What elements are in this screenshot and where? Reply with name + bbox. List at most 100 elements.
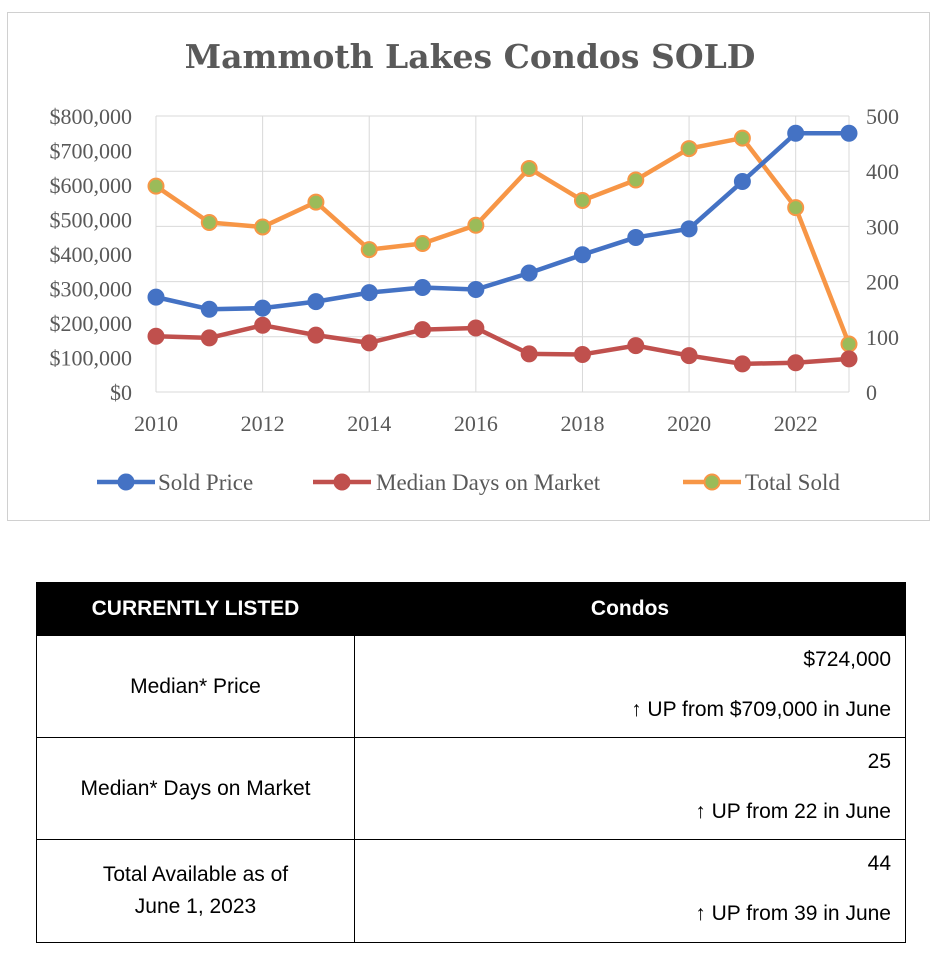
data-point-sold-price (360, 284, 378, 302)
y-right-tick-label: 0 (866, 380, 877, 405)
data-point-median-days-on-market (680, 347, 698, 365)
data-point-sold-price (840, 124, 858, 142)
series-line-median-days-on-market (153, 322, 852, 367)
data-point-median-days-on-market (467, 319, 485, 337)
y-left-tick-label: $600,000 (50, 173, 133, 198)
data-point-median-days-on-market (147, 327, 165, 345)
data-point-sold-price (573, 246, 591, 264)
row-label-line2: June 1, 2023 (134, 895, 257, 918)
y-right-tick-label: 400 (866, 159, 899, 184)
table-row: Median* Days on Market 25 ↑ UP from 22 i… (36, 737, 906, 840)
data-point-total-sold (680, 140, 698, 158)
data-point-total-sold (360, 241, 378, 259)
data-point-median-days-on-market (840, 350, 858, 368)
median-days-value: 25 (867, 750, 891, 773)
data-point-sold-price (467, 281, 485, 299)
data-point-sold-price (787, 124, 805, 142)
row-label: Median* Days on Market (36, 737, 355, 840)
data-point-total-sold (520, 159, 538, 177)
legend-swatch-marker (117, 473, 135, 491)
y-left-tick-label: $200,000 (50, 311, 133, 336)
table-row: Total Available as of June 1, 2023 44 ↑ … (36, 839, 906, 943)
chart-panel: Mammoth Lakes Condos SOLD $0 $100,000 $200… (7, 12, 930, 521)
series-total-sold (147, 129, 858, 353)
data-point-median-days-on-market (787, 354, 805, 372)
y-right-tick-label: 100 (866, 325, 899, 350)
x-tick-label: 2018 (560, 411, 604, 436)
data-point-total-sold (787, 199, 805, 217)
header-condos: Condos (354, 582, 906, 636)
data-point-sold-price (254, 299, 272, 317)
data-point-sold-price (680, 220, 698, 238)
data-point-sold-price (147, 288, 165, 306)
data-point-total-sold (573, 191, 591, 209)
row-label: Median* Price (36, 635, 355, 738)
data-point-sold-price (627, 228, 645, 246)
series-sold-price (147, 124, 858, 318)
chart-title: Mammoth Lakes Condos SOLD (185, 37, 756, 76)
header-currently-listed: CURRENTLY LISTED (36, 582, 355, 636)
data-point-sold-price (520, 264, 538, 282)
row-value-cell: $724,000 ↑ UP from $709,000 in June (354, 635, 906, 738)
y-left-tick-label: $100,000 (50, 346, 133, 371)
line-chart: Mammoth Lakes Condos SOLD $0 $100,000 $200… (50, 37, 900, 495)
median-price-value: $724,000 (803, 648, 891, 671)
y-right-tick-label: 500 (866, 104, 899, 129)
median-days-change: ↑ UP from 22 in June (695, 800, 891, 823)
row-label-line1: Total Available as of (102, 863, 289, 886)
axes: $0 $100,000 $200,000 $300,000 $400,000 $500,0… (50, 104, 900, 436)
data-point-total-sold (147, 177, 165, 195)
y-left-tick-label: $500,000 (50, 208, 133, 233)
data-point-total-sold (307, 193, 325, 211)
legend-item-median-days-on-market: Median Days on Market (313, 470, 601, 495)
data-point-total-sold (467, 216, 485, 234)
data-point-sold-price (307, 293, 325, 311)
legend-swatch-marker (333, 473, 351, 491)
data-point-sold-price (414, 278, 432, 296)
x-tick-label: 2022 (774, 411, 818, 436)
data-point-total-sold (414, 235, 432, 253)
legend: Sold Price Median Days on Market Total Sol… (97, 470, 840, 495)
data-point-total-sold (733, 129, 751, 147)
x-tick-label: 2014 (347, 411, 391, 436)
x-tick-label: 2012 (241, 411, 285, 436)
data-point-total-sold (840, 335, 858, 353)
series-line-sold-price (153, 131, 852, 312)
currently-listed-table: CURRENTLY LISTED Condos Median* Price $7… (36, 582, 906, 943)
data-point-median-days-on-market (360, 334, 378, 352)
data-point-sold-price (200, 300, 218, 318)
legend-label: Total Sold (745, 470, 840, 495)
data-point-median-days-on-market (200, 329, 218, 347)
data-point-median-days-on-market (414, 321, 432, 339)
grid (155, 115, 850, 393)
x-tick-label: 2016 (454, 411, 498, 436)
data-point-total-sold (200, 214, 218, 232)
y-left-tick-label: $300,000 (50, 277, 133, 302)
total-available-change: ↑ UP from 39 in June (695, 902, 891, 925)
data-point-median-days-on-market (520, 345, 538, 363)
row-value-cell: 44 ↑ UP from 39 in June (354, 839, 906, 943)
data-point-total-sold (627, 171, 645, 189)
legend-item-total-sold: Total Sold (683, 470, 840, 495)
series-lines (147, 124, 858, 373)
data-point-median-days-on-market (573, 345, 591, 363)
series-median-days-on-market (147, 316, 858, 373)
x-tick-label: 2020 (667, 411, 711, 436)
y-left-tick-label: $0 (110, 380, 132, 405)
y-left-tick-label: $400,000 (50, 242, 133, 267)
median-price-change: ↑ UP from $709,000 in June (631, 698, 891, 721)
legend-swatch-marker (703, 473, 721, 491)
table-row: Median* Price $724,000 ↑ UP from $709,00… (36, 635, 906, 738)
legend-label: Sold Price (158, 470, 253, 495)
data-point-total-sold (254, 218, 272, 236)
table-header-row: CURRENTLY LISTED Condos (36, 582, 906, 636)
legend-label: Median Days on Market (376, 470, 601, 495)
series-line-total-sold (153, 135, 852, 347)
legend-item-sold-price: Sold Price (97, 470, 253, 495)
data-point-median-days-on-market (733, 355, 751, 373)
data-point-median-days-on-market (627, 337, 645, 355)
data-point-sold-price (733, 173, 751, 191)
row-value-cell: 25 ↑ UP from 22 in June (354, 737, 906, 840)
y-left-tick-label: $800,000 (50, 104, 133, 129)
x-tick-label: 2010 (134, 411, 178, 436)
